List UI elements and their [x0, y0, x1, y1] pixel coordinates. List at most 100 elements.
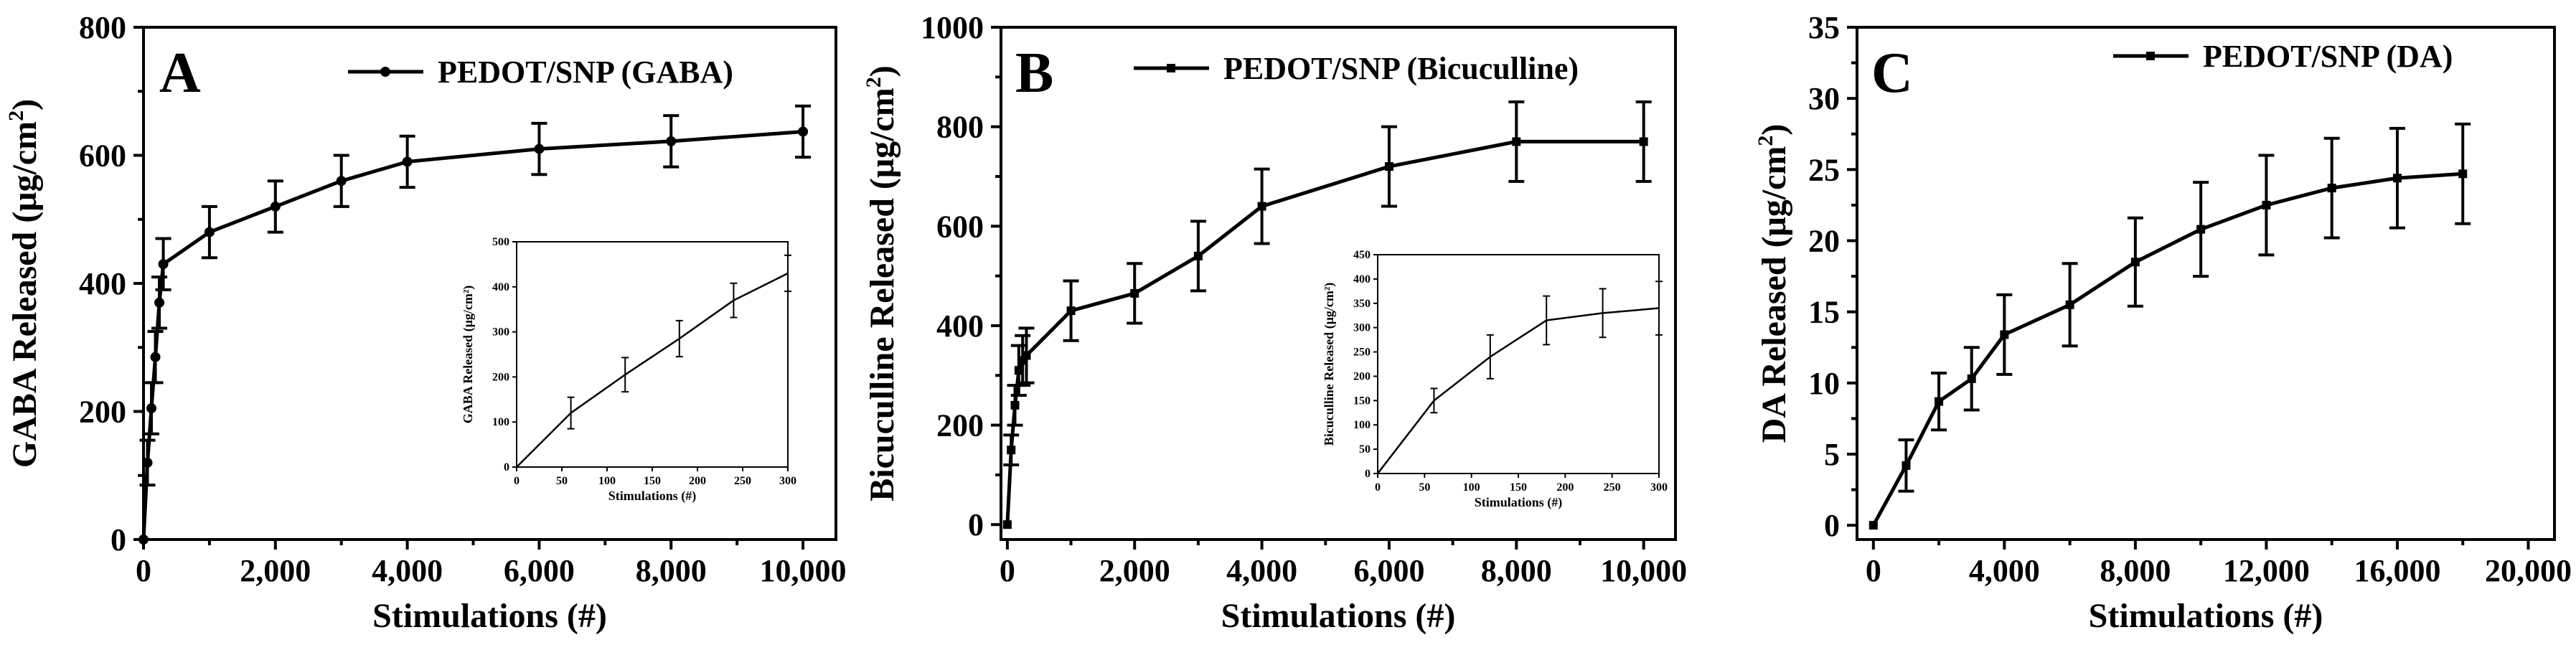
- inset-series-line: [1377, 307, 1660, 474]
- inset-x-tick-label: 50: [1419, 481, 1430, 494]
- y-axis-title: DA Released (μg/cm2): [1754, 124, 1793, 443]
- inset-y-tick-label: 100: [1353, 419, 1371, 431]
- data-point: [1007, 446, 1016, 455]
- data-point: [138, 534, 149, 545]
- panel-a-chart: 0 2,000 4,000 6,000 8,000 10,0000200400600800…: [4, 10, 847, 635]
- inset-y-tick-label: 400: [1353, 273, 1371, 286]
- x-tick-label: 10,000: [1600, 553, 1687, 588]
- data-point: [666, 136, 677, 146]
- y-tick-label: 35: [1808, 10, 1840, 45]
- x-tick-label: 0: [1866, 553, 1881, 588]
- series-line: [1871, 171, 2463, 527]
- inset-series-line: [516, 272, 789, 468]
- y-tick-label: 20: [1808, 224, 1840, 259]
- inset-x-tick-label: 100: [1463, 481, 1480, 494]
- y-tick-label: 200: [936, 408, 984, 443]
- inset-y-axis-title: Bicuculline Released (μg/cm²): [1322, 283, 1337, 446]
- y-axis-title-end: ): [863, 65, 901, 77]
- axis-frame: [1856, 26, 2556, 541]
- inset-y-axis-title: GABA Released (μg/cm²): [461, 286, 476, 424]
- inset-x-tick-label: 200: [689, 475, 706, 487]
- y-tick-label: 0: [111, 522, 126, 557]
- y-tick-label: 5: [1824, 437, 1840, 472]
- x-tick-label: 16,000: [2354, 553, 2440, 588]
- data-point: [270, 201, 281, 212]
- data-point: [1639, 137, 1648, 146]
- data-point: [1902, 461, 1911, 470]
- panel-letter: A: [159, 42, 201, 105]
- data-point: [336, 176, 347, 187]
- legend-label: PEDOT/SNP (GABA): [438, 55, 733, 90]
- x-tick-label: 4,000: [1226, 553, 1297, 588]
- y-axis-title-main: DA Released (μg/cm: [1755, 146, 1793, 443]
- x-tick-label: 0: [1000, 553, 1015, 588]
- y-tick-label: 400: [79, 266, 126, 301]
- inset-chart: 0 50 100 150 200 250 300 0 50 100 150 200 250 300 350 4…: [1322, 249, 1668, 510]
- y-axis-title-sup: 2: [4, 110, 28, 121]
- data-point: [158, 259, 169, 270]
- x-axis-title: Stimulations (#): [372, 597, 607, 635]
- data-point: [2392, 174, 2402, 183]
- x-tick-label: 4,000: [1969, 553, 2040, 588]
- x-tick-label: 6,000: [1353, 553, 1424, 588]
- inset-y-tick-label: 200: [492, 371, 509, 383]
- y-axis-title-main: GABA Released (μg/cm: [6, 121, 44, 468]
- inset-y-tick-label: 250: [1353, 347, 1371, 359]
- inset-y-tick-label: 0: [504, 461, 509, 474]
- inset-x-tick-label: 100: [598, 475, 616, 487]
- y-axis-title-main: Bicuculline Released (μg/cm: [863, 88, 901, 501]
- data-point: [1935, 397, 1944, 406]
- y-tick-label: 25: [1808, 152, 1840, 187]
- data-point: [150, 352, 161, 362]
- inset-x-tick-label: 150: [1510, 481, 1527, 494]
- y-tick-label: 600: [79, 138, 126, 174]
- y-tick-label: 10: [1808, 366, 1840, 401]
- y-tick-label: 30: [1808, 81, 1840, 116]
- inset-frame: [1377, 254, 1660, 474]
- inset-x-tick-label: 50: [556, 475, 568, 487]
- inset-x-tick-label: 300: [1650, 481, 1668, 494]
- data-point: [534, 143, 545, 154]
- inset-y-tick-label: 400: [492, 281, 509, 293]
- data-point: [2196, 225, 2206, 234]
- axis-frame: [1000, 26, 1677, 541]
- inset-x-tick-label: 250: [1604, 481, 1621, 494]
- x-tick-label: 8,000: [1481, 553, 1552, 588]
- inset-x-axis-title: Stimulations (#): [1475, 495, 1563, 510]
- y-axis-title-end: ): [1755, 124, 1793, 136]
- x-tick-label: 10,000: [760, 553, 847, 588]
- data-point: [204, 227, 215, 237]
- inset-y-tick-label: 200: [1353, 370, 1371, 382]
- panel-b-chart: 0 2,000 4,000 6,000 8,000 10,0000200400600800…: [862, 10, 1687, 635]
- data-point: [2130, 258, 2140, 267]
- inset-x-tick-label: 250: [734, 475, 751, 487]
- legend-marker: [1167, 64, 1175, 72]
- y-tick-label: 200: [79, 395, 126, 430]
- inset-x-tick-label: 0: [1375, 481, 1381, 494]
- data-point: [1022, 351, 1031, 360]
- data-point: [142, 457, 153, 468]
- inset-x-tick-label: 300: [779, 475, 796, 487]
- inset-y-tick-label: 350: [1353, 298, 1371, 310]
- y-axis-title: GABA Released (μg/cm2): [4, 99, 44, 468]
- data-point: [402, 156, 413, 167]
- inset-x-tick-label: 200: [1556, 481, 1574, 494]
- inset-y-tick-label: 0: [1365, 468, 1371, 480]
- x-tick-label: 0: [136, 553, 151, 588]
- x-axis-title: Stimulations (#): [2089, 597, 2323, 635]
- y-tick-label: 800: [936, 110, 984, 145]
- inset-y-tick-label: 150: [1353, 395, 1371, 407]
- data-point: [146, 403, 157, 414]
- inset-y-tick-label: 100: [492, 416, 509, 428]
- inset-y-tick-label: 500: [492, 236, 509, 248]
- y-axis-title-end: ): [6, 99, 44, 110]
- legend-label: PEDOT/SNP (Bicuculline): [1223, 51, 1579, 86]
- x-tick-label: 8,000: [2100, 553, 2171, 588]
- data-point: [2262, 200, 2271, 209]
- data-point: [2000, 330, 2009, 339]
- x-tick-label: 2,000: [240, 553, 311, 588]
- inset-y-tick-label: 450: [1353, 249, 1371, 261]
- data-point: [1512, 137, 1521, 146]
- y-tick-label: 15: [1808, 295, 1840, 330]
